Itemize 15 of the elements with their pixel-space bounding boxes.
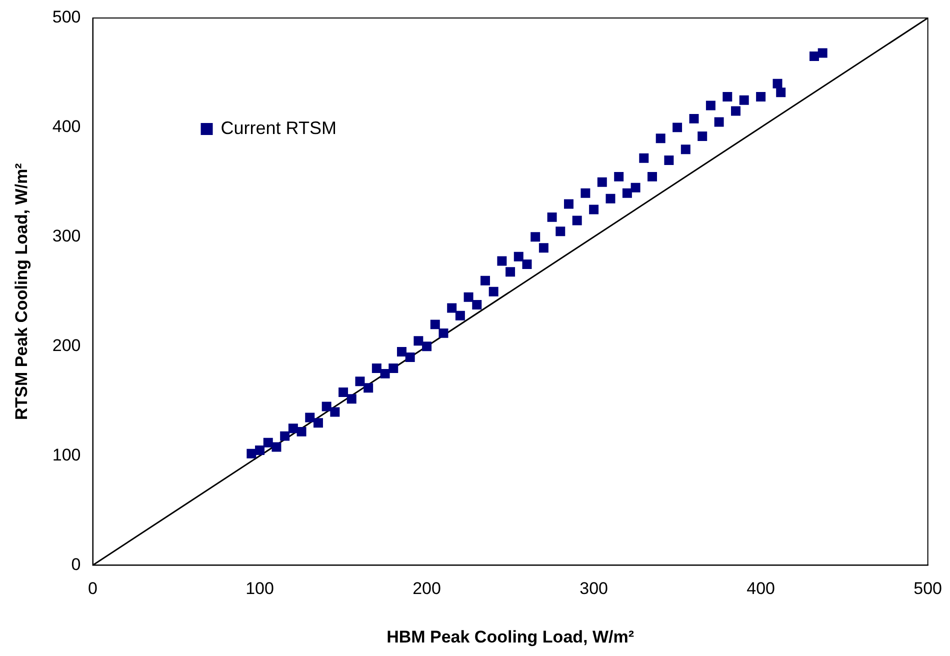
x-tick-label: 500	[914, 579, 942, 598]
y-tick-label: 400	[52, 117, 81, 136]
x-tick-label: 300	[580, 579, 608, 598]
x-tick-label: 0	[88, 579, 98, 598]
x-tick-label: 400	[746, 579, 775, 598]
legend-label: Current RTSM	[220, 118, 336, 138]
y-tick-label: 300	[52, 226, 81, 246]
y-tick-label: 100	[52, 445, 81, 464]
x-tick-label: 100	[246, 579, 274, 598]
y-tick-label: 500	[52, 8, 81, 27]
x-tick-label: 200	[412, 579, 441, 598]
y-axis-title: RTSM Peak Cooling Load, W/m²	[12, 162, 31, 420]
y-tick-label: 200	[52, 336, 81, 356]
y-tick-label: 0	[71, 554, 81, 574]
x-axis-title: HBM Peak Cooling Load, W/m²	[386, 627, 634, 646]
